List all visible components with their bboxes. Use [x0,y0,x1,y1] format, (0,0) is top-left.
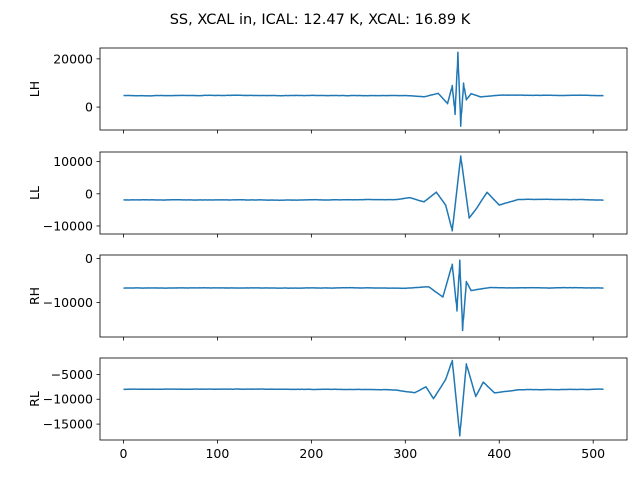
y-tick-label: −10000 [43,295,93,310]
y-tick-label: 10000 [53,154,93,169]
subplots: 0 20000 LH −10000 0 10000 LL −10000 0 RH −15000 −10… [27,47,628,461]
y-tick-label: 0 [85,251,93,266]
series-line-rh [123,259,604,332]
panel-lh: 0 20000 LH [27,47,628,134]
y-axis-label-ll: LL [27,186,42,200]
series-line-lh [123,51,604,128]
y-tick-label: −5000 [51,367,93,382]
x-tick-label: 400 [487,446,511,461]
series-line-rl [123,359,604,437]
axes-frame [99,254,628,338]
y-tick-label: −10000 [43,218,93,233]
y-tick-label: 20000 [53,51,93,66]
axes-frame [99,47,628,131]
y-tick-label: −10000 [43,392,93,407]
x-tick-label: 200 [299,446,323,461]
axes-frame [99,151,628,235]
series-line-ll [123,155,604,232]
x-tick-label: 0 [120,446,128,461]
x-tick-label: 100 [205,446,229,461]
x-tick-label: 300 [393,446,417,461]
y-axis-label-rl: RL [27,391,42,407]
y-tick-label: 0 [85,100,93,115]
y-axis-label-rh: RH [27,287,42,305]
panel-rh: −10000 0 RH [27,251,628,341]
axes-frame [99,357,628,441]
chart-title: SS, XCAL in, ICAL: 12.47 K, XCAL: 16.89 … [170,12,471,28]
x-tick-label: 500 [581,446,605,461]
y-tick-label: 0 [85,186,93,201]
panel-rl: −15000 −10000 −5000 0 100 200 300 400 500 RL [27,357,628,461]
y-tick-label: −15000 [43,417,93,432]
panel-ll: −10000 0 10000 LL [27,151,628,238]
y-axis-label-lh: LH [27,81,42,97]
